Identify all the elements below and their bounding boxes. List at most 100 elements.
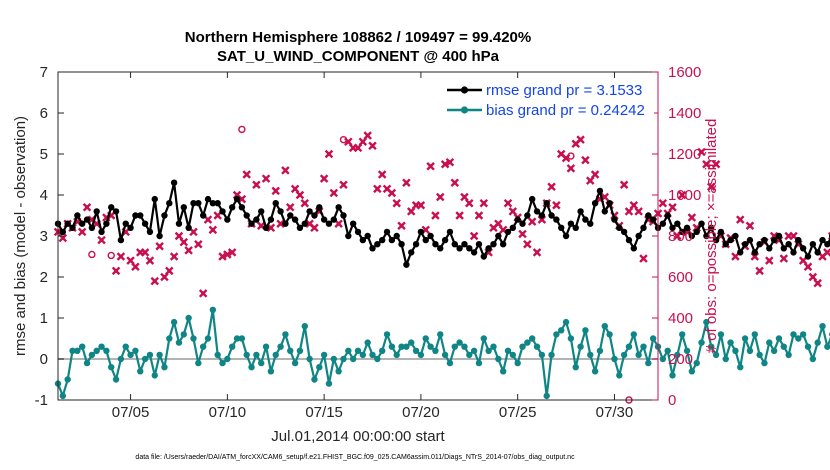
- rmse-point: [558, 224, 565, 231]
- obs-x-center: [176, 234, 181, 238]
- bias-point: [596, 347, 604, 354]
- rmse-point: [320, 216, 328, 223]
- bias-point: [814, 339, 821, 346]
- bias-point: [282, 331, 289, 338]
- bias-point: [485, 347, 492, 354]
- obs-x-center: [791, 234, 796, 238]
- bias-point: [296, 347, 304, 354]
- rmse-point: [819, 236, 826, 244]
- obs-x-center: [225, 252, 230, 257]
- rmse-point: [88, 224, 96, 231]
- rmse-point: [349, 220, 357, 227]
- obs-x-center: [806, 264, 810, 269]
- rmse-point: [166, 200, 173, 207]
- rmse-point: [620, 228, 628, 236]
- rmse-point: [795, 236, 802, 244]
- rmse-point: [427, 232, 434, 240]
- obs-possible-marker: [107, 251, 115, 260]
- rmse-point: [625, 236, 633, 244]
- obs-assimilated-marker: [218, 252, 227, 261]
- bias-point: [446, 359, 454, 367]
- obs-x-center: [501, 227, 506, 232]
- obs-assimilated-marker: [276, 219, 285, 228]
- bias-point: [301, 323, 308, 330]
- obs-x-center: [573, 141, 578, 146]
- rmse-point: [611, 216, 618, 223]
- rmse-point: [170, 179, 178, 186]
- bias-point: [224, 355, 231, 363]
- bias-point: [499, 368, 507, 375]
- bias-point: [364, 339, 371, 346]
- obs-x-center: [341, 182, 346, 187]
- obs-assimilated-marker: [736, 215, 745, 224]
- rmse-point: [272, 200, 279, 207]
- rmse-point: [466, 245, 473, 252]
- rmse-point: [572, 224, 579, 231]
- obs-assimilated-marker: [116, 252, 126, 261]
- bias-point: [712, 351, 720, 359]
- y-tick-label: 5: [40, 146, 48, 163]
- y-tick-label: 2: [40, 269, 48, 286]
- bias-point: [645, 359, 652, 367]
- obs-assimilated-marker: [697, 147, 706, 157]
- rmse-point: [185, 224, 192, 231]
- bias-point: [703, 318, 710, 326]
- obs-x-center: [568, 166, 573, 171]
- bias-point: [567, 335, 575, 342]
- bias-point: [432, 347, 439, 354]
- rmse-point: [146, 228, 154, 236]
- obs-x-center: [133, 264, 138, 269]
- bias-point: [722, 355, 729, 363]
- bias-point: [209, 306, 217, 313]
- bias-point: [78, 343, 86, 350]
- rmse-point: [262, 224, 270, 231]
- obs-x-center: [278, 221, 283, 226]
- obs-assimilated-marker: [281, 166, 290, 175]
- bias-point: [698, 339, 705, 346]
- bias-point: [93, 347, 100, 354]
- obs-x-center: [535, 250, 540, 255]
- bias-point: [717, 331, 725, 338]
- rmse-point: [359, 236, 367, 244]
- obs-x-center: [593, 172, 598, 177]
- obs-x-center: [510, 209, 515, 214]
- rmse-point: [190, 200, 197, 207]
- bias-point: [311, 376, 318, 383]
- bias-point: [669, 372, 676, 379]
- obs-x-center: [815, 281, 820, 286]
- obs-x-center: [302, 201, 307, 206]
- bias-point: [649, 335, 657, 342]
- y-tick-label: -1: [35, 392, 48, 409]
- y-axis-ticks: -1 0 1 2 3 4 5 6 7: [35, 64, 64, 409]
- bias-point: [504, 347, 512, 354]
- obs-assimilated-marker: [169, 252, 179, 261]
- bias-point: [775, 335, 783, 342]
- obs-assimilated-marker: [387, 188, 397, 198]
- bias-point: [437, 331, 444, 338]
- rmse-point: [137, 212, 144, 219]
- rmse-point: [74, 212, 81, 219]
- rmse-point: [383, 228, 391, 236]
- obs-x-center: [781, 256, 786, 261]
- bias-point: [795, 335, 802, 342]
- obs-x-center: [559, 152, 564, 156]
- obs-assimilated-marker: [397, 221, 406, 230]
- rmse-point: [151, 195, 158, 203]
- obs-assimilated-marker: [131, 262, 140, 271]
- obs-x-center: [215, 213, 220, 218]
- obs-assimilated-marker: [445, 157, 455, 167]
- rmse-point: [799, 245, 807, 252]
- obs-assimilated-marker: [184, 246, 193, 255]
- rmse-point: [591, 200, 599, 207]
- rmse-point: [175, 220, 183, 227]
- rmse-point: [722, 241, 729, 248]
- bias-point: [640, 343, 647, 350]
- rmse-point: [766, 245, 773, 252]
- obs-assimilated-marker: [440, 160, 450, 169]
- obs-x-center: [564, 156, 569, 161]
- rmse-point: [490, 241, 497, 248]
- obs-assimilated-marker: [150, 276, 160, 286]
- obs-assimilated-marker: [227, 248, 237, 257]
- rmse-point: [316, 204, 323, 211]
- obs-x-center: [772, 234, 777, 238]
